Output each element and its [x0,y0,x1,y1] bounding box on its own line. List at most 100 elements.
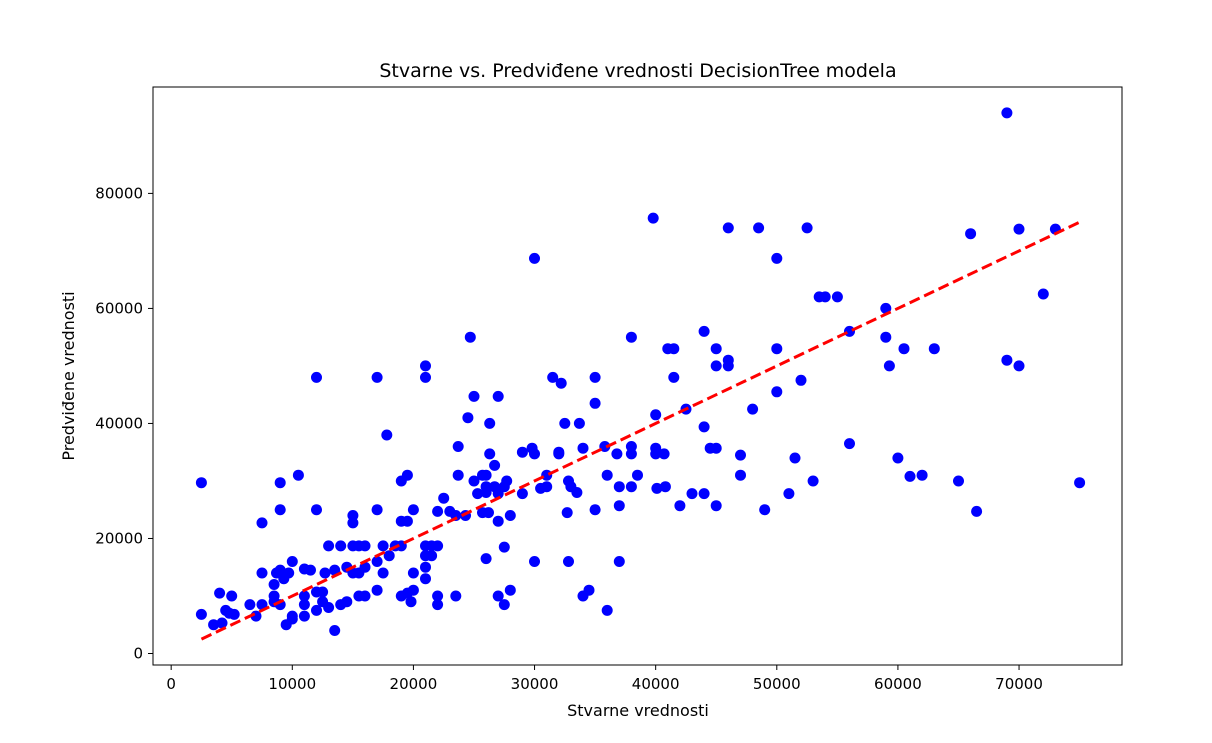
data-point [329,564,341,576]
data-point [880,302,892,314]
ideal-prediction-line [200,220,1081,641]
data-point [317,586,329,598]
data-point [563,556,574,567]
data-point [305,564,316,576]
data-point [1013,360,1025,372]
data-point [710,343,722,355]
data-point [795,374,807,386]
data-point [904,470,916,482]
x-tick-label: 0 [166,675,176,693]
data-point [547,371,559,383]
data-point [480,469,492,481]
plot-area [152,86,1123,666]
x-tick-label: 70000 [995,675,1043,693]
data-point [722,222,734,234]
data-point [883,360,895,372]
data-point [283,567,295,579]
x-tick-label: 40000 [632,675,680,693]
data-point [298,599,310,611]
data-point [573,417,585,429]
data-point [771,343,783,355]
data-point [583,584,595,596]
data-point [405,596,417,608]
data-point [613,500,625,512]
data-point [753,222,765,234]
data-point [686,488,698,500]
data-point [407,567,419,579]
x-tick-label: 50000 [753,675,801,693]
data-point [1001,107,1013,119]
y-tick-label: 80000 [95,184,143,202]
data-point [953,475,964,487]
data-point [464,331,476,343]
data-point [286,556,298,567]
data-point [492,390,504,402]
data-point [420,573,431,585]
data-point [880,331,892,343]
data-point [244,599,256,611]
data-point [274,564,286,576]
data-point [483,507,494,519]
data-point [228,608,240,620]
data-point [561,507,573,519]
data-point [484,448,496,460]
data-point [710,360,722,372]
data-point [632,469,643,481]
data-point [256,599,268,611]
data-point [371,584,383,596]
data-point [492,515,504,527]
data-point [529,448,540,460]
data-point [452,441,464,452]
data-point [195,477,207,489]
data-point [650,409,662,421]
data-point [498,599,510,611]
data-point [452,469,464,481]
data-point [971,505,983,517]
data-point [659,481,671,493]
data-point [601,604,613,616]
data-point [783,488,795,500]
data-point [311,371,322,383]
data-point [450,590,462,602]
data-point [335,540,347,552]
data-point [898,343,910,355]
data-point [432,505,444,517]
data-point [401,515,413,527]
data-point [286,610,298,622]
data-point [674,500,686,512]
x-tick-label: 60000 [874,675,922,693]
data-point [577,442,589,454]
plot-frame [152,86,1123,666]
data-point [256,517,268,529]
data-point [468,390,480,402]
data-point [625,481,637,493]
data-point [216,617,228,629]
data-point [274,504,286,516]
data-point [432,590,444,602]
data-point [589,397,601,409]
y-tick-label: 40000 [95,414,143,432]
data-point [420,561,431,573]
data-point [650,442,662,454]
data-point [256,567,268,579]
data-point [341,596,353,608]
data-point [668,343,680,355]
data-point [529,556,540,567]
data-point [268,590,280,602]
data-point [492,590,504,602]
data-point [807,475,819,487]
data-point [208,619,220,631]
data-point [710,500,722,512]
data-point [498,541,510,553]
data-point [613,481,625,493]
data-point [916,469,928,481]
data-point [1013,223,1025,235]
x-tick-label: 30000 [511,675,559,693]
data-point [359,590,371,602]
data-point [359,540,371,552]
data-point [789,452,801,464]
data-point [698,421,710,433]
data-points [195,107,1086,636]
data-point [589,371,601,383]
x-tick-label: 20000 [390,675,438,693]
